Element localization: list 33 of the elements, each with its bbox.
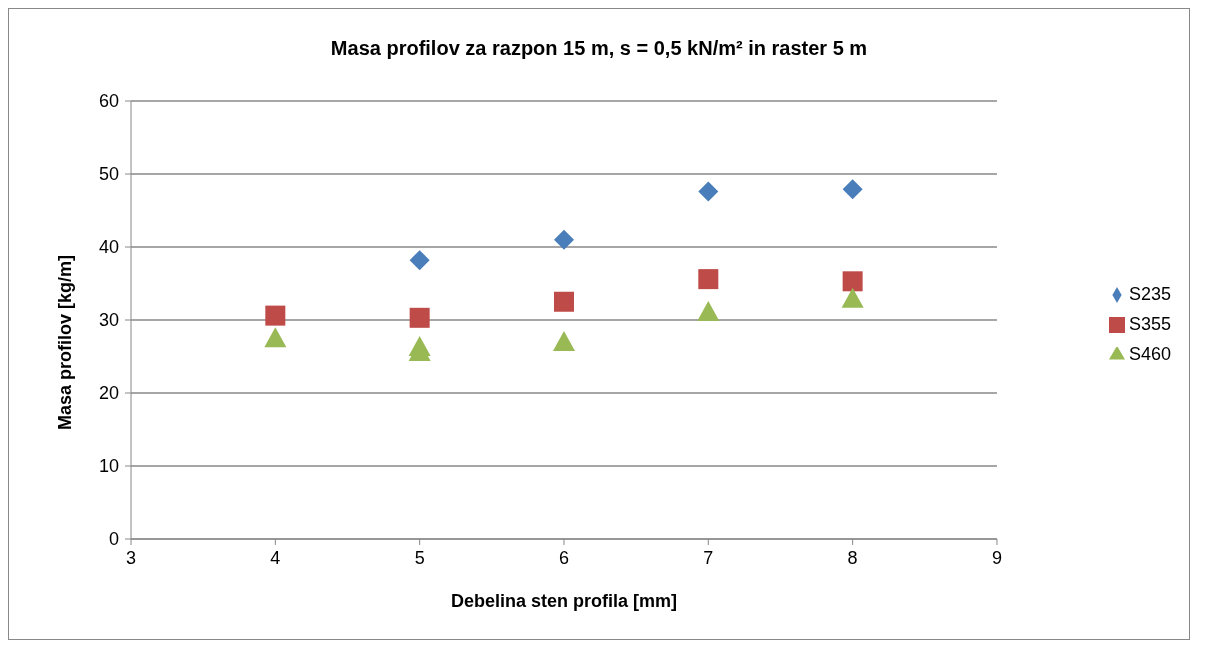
y-tick-label: 30	[98, 310, 119, 331]
x-tick-label: 7	[703, 547, 714, 568]
point	[842, 179, 863, 200]
point	[553, 229, 574, 250]
y-tick-label: 40	[98, 237, 119, 258]
x-tick-label: 9	[991, 547, 1002, 568]
legend-label: S460	[1128, 344, 1171, 364]
y-tick-label: 20	[98, 383, 119, 404]
x-tick-label: 8	[847, 547, 858, 568]
point	[697, 300, 720, 321]
legend-label: S355	[1128, 314, 1171, 334]
point	[409, 250, 430, 271]
point	[264, 327, 287, 348]
point	[409, 307, 430, 328]
chart-title: Masa profilov za razpon 15 m, s = 0,5 kN/m² in raster 5 m	[329, 37, 869, 60]
y-tick-label: 60	[98, 91, 119, 112]
point	[553, 291, 574, 312]
y-axis-title: Masa profilov [kg/m]	[55, 254, 76, 430]
x-tick-label: 4	[270, 547, 281, 568]
point	[698, 269, 719, 290]
point	[552, 330, 575, 351]
legend-label: S235	[1128, 284, 1171, 304]
x-tick-label: 3	[125, 547, 137, 568]
y-tick-label: 0	[108, 529, 119, 550]
y-tick-label: 10	[98, 456, 119, 477]
y-tick-label: 50	[98, 164, 119, 185]
point	[841, 287, 864, 308]
point	[842, 271, 863, 292]
x-axis-title: Debelina sten profila [mm]	[450, 591, 677, 611]
x-tick-label: 5	[414, 547, 425, 568]
x-tick-label: 6	[558, 547, 569, 568]
point	[265, 305, 286, 326]
point	[698, 181, 719, 202]
